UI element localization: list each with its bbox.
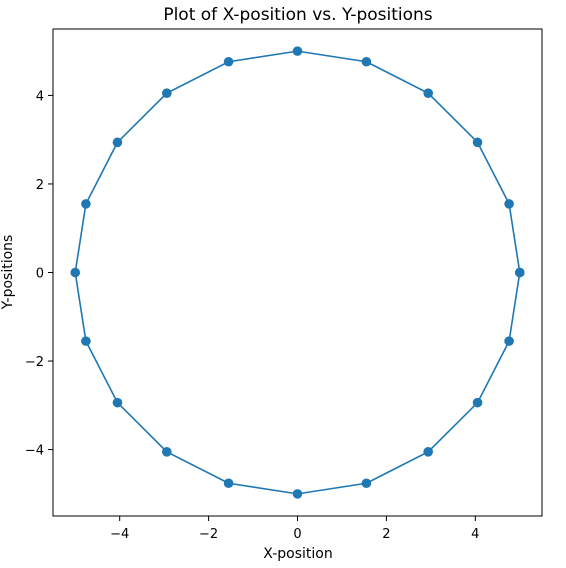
data-point — [504, 336, 514, 346]
chart-title: Plot of X-position vs. Y-positions — [163, 5, 432, 25]
data-point — [423, 447, 433, 457]
y-tick-label: 2 — [36, 178, 44, 193]
x-tick-label: 4 — [471, 527, 479, 542]
y-tick-label: −4 — [25, 444, 44, 459]
x-tick-label: −2 — [199, 527, 218, 542]
data-point — [472, 137, 483, 148]
data-point — [223, 56, 234, 67]
series-points — [70, 46, 525, 499]
y-tick-label: −2 — [25, 355, 44, 370]
x-tick-label: −4 — [110, 527, 129, 542]
data-point — [81, 336, 91, 346]
data-point — [361, 478, 372, 489]
data-point — [472, 397, 483, 408]
data-point — [162, 88, 172, 98]
data-point — [112, 137, 123, 148]
data-point — [292, 489, 303, 499]
series-line — [74, 50, 521, 495]
y-tick-label: 4 — [36, 89, 44, 104]
x-tick-label: 0 — [293, 527, 301, 542]
plot-area — [52, 28, 543, 517]
y-axis: −4 −2 0 2 4 — [25, 89, 53, 459]
data-point — [504, 199, 514, 209]
data-point — [112, 397, 123, 408]
data-point — [514, 267, 525, 278]
data-point — [423, 88, 433, 98]
data-point — [70, 267, 81, 278]
data-point — [223, 478, 234, 489]
data-point — [292, 46, 303, 56]
x-axis: −4 −2 0 2 4 — [110, 516, 479, 542]
x-tick-label: 2 — [382, 527, 390, 542]
data-point — [81, 199, 91, 209]
data-point — [162, 447, 172, 457]
x-axis-label: X-position — [263, 546, 332, 562]
y-tick-label: 0 — [36, 267, 44, 282]
y-axis-label: Y-positions — [0, 235, 16, 311]
data-point — [361, 56, 372, 67]
